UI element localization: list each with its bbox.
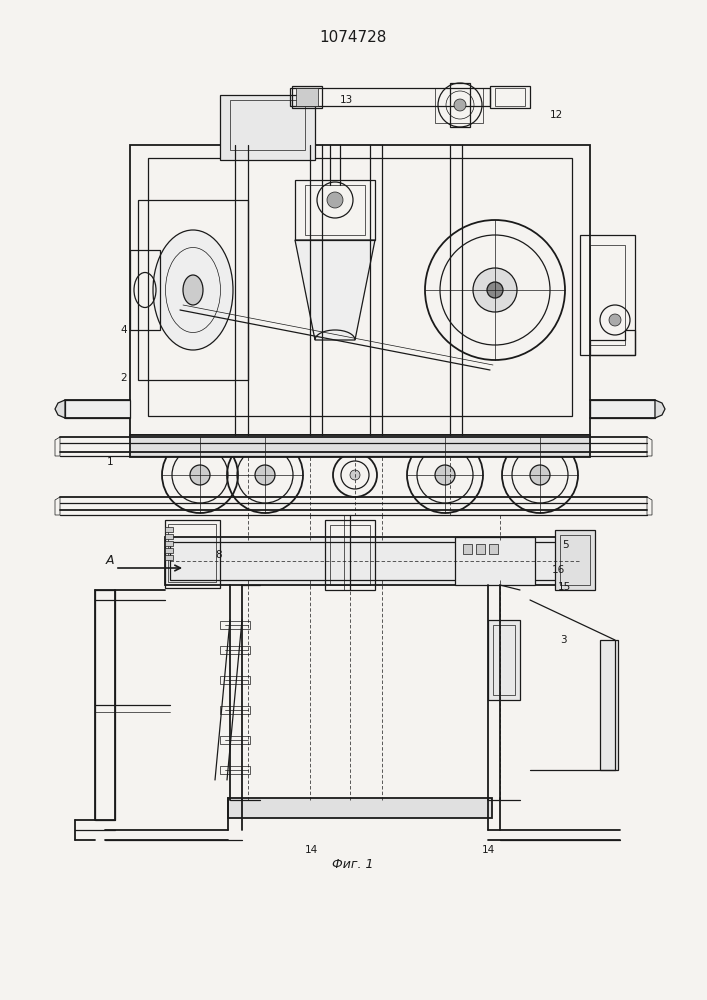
Bar (325, 520, 375, 590)
Bar (138, 200, 248, 380)
Bar (455, 537, 535, 585)
Polygon shape (647, 437, 652, 456)
Bar (230, 100, 305, 150)
Bar (165, 548, 173, 553)
Polygon shape (55, 497, 60, 515)
Text: 1: 1 (107, 457, 114, 467)
Text: 4: 4 (120, 325, 127, 335)
Text: A: A (106, 554, 115, 566)
Circle shape (487, 282, 503, 298)
Circle shape (435, 465, 455, 485)
Text: 14: 14 (305, 845, 318, 855)
Text: 8: 8 (215, 550, 221, 560)
Circle shape (609, 314, 621, 326)
Text: 3: 3 (560, 635, 566, 645)
Bar (130, 435, 590, 457)
Bar (296, 88, 318, 106)
Bar (220, 766, 250, 774)
Bar (165, 527, 173, 532)
Bar (165, 534, 173, 539)
Circle shape (530, 465, 550, 485)
Text: 16: 16 (552, 565, 566, 575)
Text: 13: 13 (340, 95, 354, 105)
Bar (305, 185, 365, 235)
Text: 1074728: 1074728 (320, 30, 387, 45)
Circle shape (190, 465, 210, 485)
Bar (165, 555, 173, 560)
Bar (220, 621, 250, 629)
Circle shape (327, 192, 343, 208)
Bar (290, 88, 490, 106)
Bar (476, 544, 485, 554)
Text: 14: 14 (482, 845, 495, 855)
Text: 5: 5 (562, 540, 568, 550)
Bar (130, 145, 590, 435)
Bar (148, 158, 572, 416)
Bar (95, 590, 115, 820)
Bar (463, 544, 472, 554)
Bar (450, 83, 470, 127)
Text: 2: 2 (120, 373, 127, 383)
Circle shape (350, 470, 360, 480)
Bar (168, 524, 216, 582)
Bar (495, 88, 525, 106)
Bar (493, 625, 515, 695)
Bar (489, 544, 498, 554)
Ellipse shape (153, 230, 233, 350)
Text: 12: 12 (550, 110, 563, 120)
Bar (295, 180, 375, 240)
Bar (600, 640, 618, 770)
Polygon shape (295, 240, 375, 340)
Bar (170, 542, 585, 580)
Polygon shape (55, 437, 60, 456)
Bar (130, 250, 160, 330)
Bar (292, 86, 322, 108)
Bar (220, 95, 315, 160)
Bar (220, 646, 250, 654)
Bar (555, 530, 595, 590)
Circle shape (454, 99, 466, 111)
Bar (488, 620, 520, 700)
Bar (490, 86, 530, 108)
Circle shape (255, 465, 275, 485)
Bar (220, 676, 250, 684)
Circle shape (473, 268, 517, 312)
Bar (590, 245, 625, 345)
Bar (165, 520, 220, 588)
Ellipse shape (183, 275, 203, 305)
Text: 15: 15 (558, 582, 571, 592)
Bar (220, 736, 250, 744)
Bar (165, 541, 173, 546)
Text: Фиг. 1: Фиг. 1 (332, 858, 374, 871)
Bar (65, 400, 130, 418)
Bar (590, 400, 655, 418)
Bar (580, 235, 635, 355)
Bar (220, 706, 250, 714)
Bar (228, 798, 492, 818)
Bar (560, 535, 590, 585)
Polygon shape (55, 400, 65, 418)
Polygon shape (655, 400, 665, 418)
Bar (165, 537, 590, 585)
Bar (435, 88, 483, 123)
Bar (330, 525, 370, 585)
Polygon shape (647, 497, 652, 515)
